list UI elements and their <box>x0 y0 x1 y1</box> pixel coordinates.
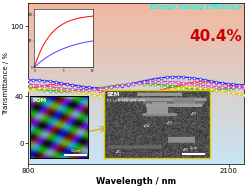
Text: 40.4%: 40.4% <box>189 29 242 44</box>
X-axis label: Wavelength / nm: Wavelength / nm <box>96 177 176 186</box>
Y-axis label: Transmittance / %: Transmittance / % <box>3 52 9 115</box>
Text: Energy Saving Efficiency: Energy Saving Efficiency <box>150 4 242 10</box>
